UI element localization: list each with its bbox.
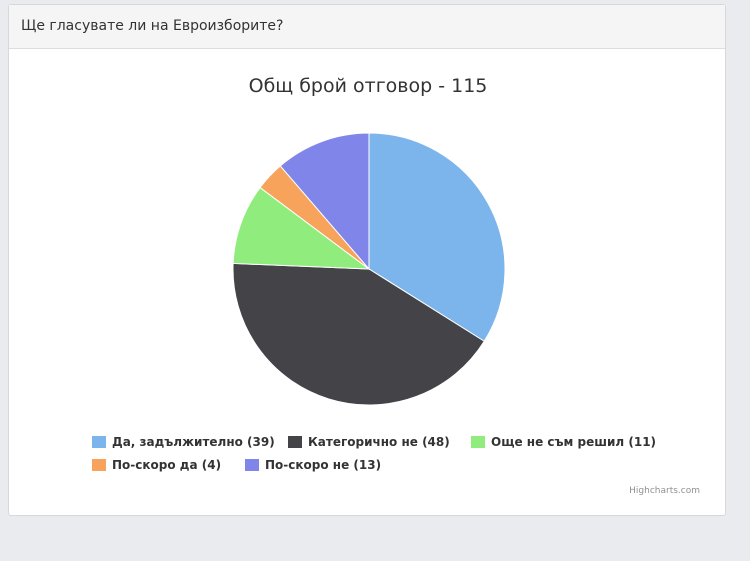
legend-item-5[interactable]: По-скоро не (13) [245, 458, 381, 472]
legend-swatch [92, 459, 106, 471]
chart-legend: Да, задължително (39) Категорично не (48)… [92, 435, 656, 472]
chart-title: Общ брой отговор - 115 [249, 75, 488, 97]
pie-slice-1[interactable] [368, 132, 506, 342]
pie-slice-3[interactable] [232, 186, 371, 270]
legend-label: По-скоро да (4) [112, 458, 221, 472]
legend-item-2[interactable]: Категорично не (48) [288, 435, 450, 449]
panel-title: Ще гласувате ли на Евроизборите? [9, 5, 725, 49]
legend-label: Категорично не (48) [308, 435, 450, 449]
poll-panel: Ще гласувате ли на Евроизборите? [8, 4, 726, 516]
legend-label: Да, задължително (39) [112, 435, 275, 449]
legend-item-4[interactable]: По-скоро да (4) [92, 458, 221, 472]
legend-item-3[interactable]: Още не съм решил (11) [471, 435, 656, 449]
legend-item-1[interactable]: Да, задължително (39) [92, 435, 275, 449]
legend-label: Още не съм решил (11) [491, 435, 656, 449]
legend-label: По-скоро не (13) [265, 458, 381, 472]
legend-swatch [288, 436, 302, 448]
pie-slice-5[interactable] [279, 132, 370, 271]
pie-slices [232, 132, 506, 406]
legend-swatch [471, 436, 485, 448]
chart-credits[interactable]: Highcharts.com [629, 486, 700, 496]
pie-slice-2[interactable] [232, 262, 485, 406]
legend-swatch [245, 459, 259, 471]
legend-swatch [92, 436, 106, 448]
